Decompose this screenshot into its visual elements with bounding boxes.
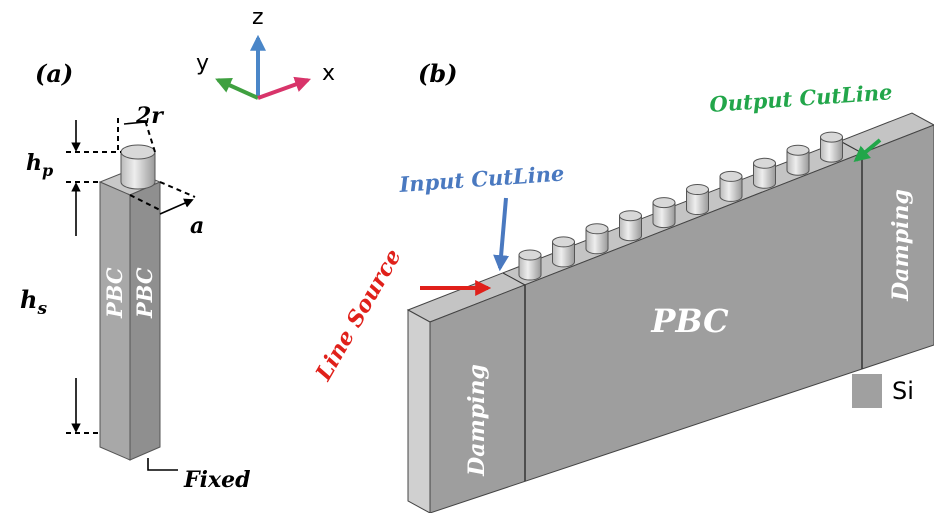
symbol: h	[20, 285, 37, 314]
figure: (a) z y x PBC PBC 2r hp a hs Fixed (b)	[0, 0, 934, 513]
panel-label: (a)	[35, 59, 73, 88]
right-face	[130, 182, 160, 460]
axis-label: x	[322, 61, 335, 86]
dimension-label: a	[190, 213, 204, 239]
input-cutline-label: Input CutLine	[398, 161, 565, 198]
pillar-top	[586, 224, 608, 234]
pillar-top	[121, 145, 155, 159]
symbol: h	[26, 150, 42, 176]
fixed-label: Fixed	[183, 467, 250, 493]
pillar-top	[553, 237, 575, 247]
x-axis	[258, 80, 308, 98]
pillar-top	[754, 158, 776, 168]
region-label: Damping	[888, 189, 914, 302]
region-label: PBC	[650, 302, 729, 340]
output-cutline-label: Output CutLine	[709, 79, 894, 117]
input-arrow	[500, 198, 506, 268]
line-source-label: Line Source	[310, 245, 407, 386]
side-face	[408, 310, 430, 513]
subscript: p	[42, 161, 53, 180]
axis-label: y	[196, 51, 209, 76]
panel-label: (b)	[418, 59, 458, 88]
region-label: Damping	[464, 364, 490, 477]
axis-label: z	[252, 5, 264, 30]
legend-swatch	[852, 374, 882, 408]
pillar-top	[519, 250, 541, 260]
pillar-top	[787, 145, 809, 155]
dimension-label: hp	[26, 150, 53, 180]
pillar-top	[620, 211, 642, 221]
legend-label: Si	[892, 377, 914, 405]
y-axis	[218, 80, 258, 98]
pillar-top	[653, 198, 675, 208]
dimension-label: 2r	[135, 103, 164, 129]
boundary-label: PBC	[102, 267, 127, 319]
subscript: s	[36, 299, 47, 319]
axes-triad: z y x	[196, 5, 335, 98]
pillar-top	[687, 185, 709, 195]
boundary-label: PBC	[132, 267, 157, 319]
pillar-top	[720, 171, 742, 181]
left-face	[100, 182, 130, 460]
dimension-label: hs	[20, 285, 47, 319]
pillar-top	[821, 132, 843, 142]
